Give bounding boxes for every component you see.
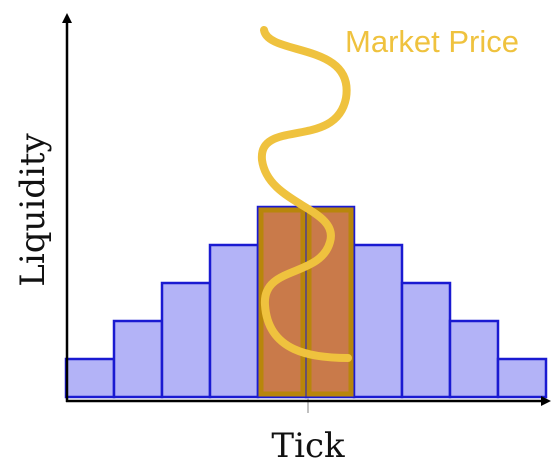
x-axis-label: Tick <box>271 426 345 463</box>
liquidity-bar <box>448 319 500 399</box>
highlighted-ticks <box>258 207 354 397</box>
liquidity-bar <box>208 243 260 399</box>
liquidity-bar <box>64 357 116 399</box>
liquidity-bar <box>352 243 404 399</box>
liquidity-bar <box>496 357 548 399</box>
market-price-curve <box>257 26 352 362</box>
active-liquidity-bar <box>306 207 354 397</box>
liquidity-bars <box>64 205 548 399</box>
liquidity-bar <box>160 281 212 399</box>
y-axis-label: Liquidity <box>13 132 53 286</box>
liquidity-bar <box>112 319 164 399</box>
liquidity-bar <box>400 281 452 399</box>
market-price-label: Market Price <box>345 24 519 59</box>
